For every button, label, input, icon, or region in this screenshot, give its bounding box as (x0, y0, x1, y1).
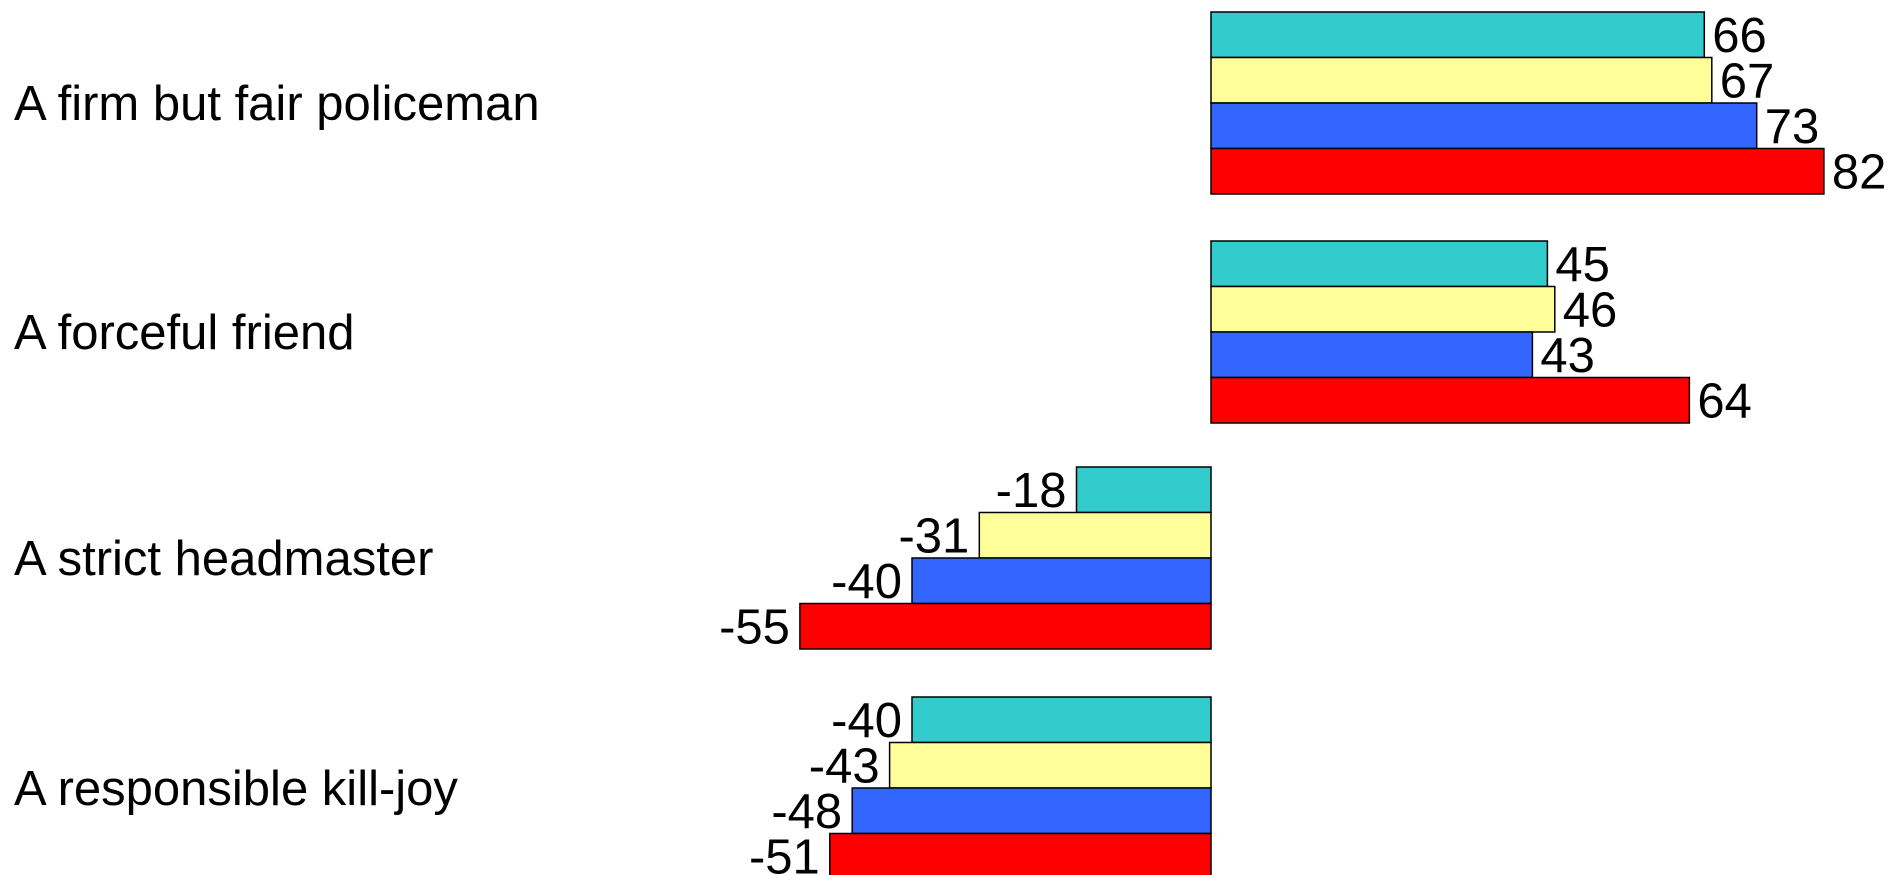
value-label: 46 (1563, 283, 1618, 337)
bar (799, 602, 1212, 650)
value-label: -43 (809, 739, 880, 793)
bar (1210, 285, 1556, 333)
bar (911, 696, 1212, 744)
value-label: -18 (996, 464, 1067, 518)
category-label: A responsible kill-joy (14, 762, 458, 816)
value-label: -31 (898, 509, 969, 563)
value-label: 66 (1712, 9, 1767, 63)
bar (888, 741, 1212, 789)
value-label: -55 (719, 600, 790, 654)
bar (1210, 147, 1825, 195)
value-label: 67 (1720, 54, 1775, 108)
value-label: -40 (831, 555, 902, 609)
value-label: 43 (1540, 329, 1595, 383)
bar (1210, 331, 1534, 379)
value-label: 64 (1697, 374, 1752, 428)
value-label: -48 (771, 785, 842, 839)
bar (1210, 376, 1691, 424)
category-label: A forceful friend (14, 306, 354, 360)
bar (978, 511, 1212, 559)
value-label: -51 (749, 830, 820, 875)
value-label: 73 (1765, 100, 1820, 154)
bar (1210, 11, 1706, 59)
bar (911, 557, 1212, 605)
bar (829, 832, 1212, 875)
value-label: -40 (831, 694, 902, 748)
bar (1210, 102, 1758, 150)
bar (1210, 56, 1713, 104)
value-label: 45 (1555, 238, 1610, 292)
value-label: 82 (1832, 145, 1887, 199)
bar (851, 787, 1212, 835)
bar (1075, 466, 1212, 514)
bar (1210, 240, 1549, 288)
category-label: A strict headmaster (14, 532, 433, 586)
category-label: A firm but fair policeman (14, 77, 540, 131)
